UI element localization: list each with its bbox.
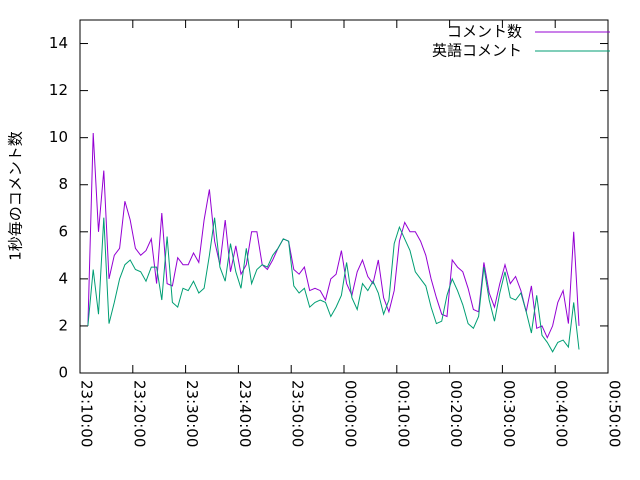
y-tick-label: 8 [58, 175, 68, 193]
x-tick-label: 23:30:00 [183, 380, 201, 447]
x-tick-label: 23:10:00 [78, 380, 96, 447]
x-tick-label: 23:50:00 [289, 380, 307, 447]
x-tick-label: 00:10:00 [394, 380, 412, 447]
x-tick-label: 00:40:00 [553, 380, 571, 447]
x-tick-label: 00:50:00 [606, 380, 624, 447]
x-tick-label: 00:00:00 [342, 380, 360, 447]
y-tick-label: 12 [49, 81, 68, 99]
x-tick-label: 00:30:00 [500, 380, 518, 447]
y-tick-label: 4 [58, 269, 68, 287]
y-tick-label: 2 [58, 316, 68, 334]
y-axis-label: 1秒毎のコメント数 [7, 131, 25, 261]
series-line [87, 217, 580, 353]
x-tick-label: 00:20:00 [447, 380, 465, 447]
x-tick-label: 23:40:00 [236, 380, 254, 447]
x-tick-label: 23:20:00 [130, 380, 148, 447]
series-line [87, 132, 580, 339]
y-tick-label: 10 [49, 128, 68, 146]
y-tick-label: 6 [58, 222, 68, 240]
legend-label: 英語コメント [432, 42, 522, 60]
y-tick-label: 14 [49, 34, 68, 52]
legend-label: コメント数 [447, 23, 522, 41]
plot-border [79, 19, 609, 374]
y-tick-label: 0 [58, 364, 68, 382]
